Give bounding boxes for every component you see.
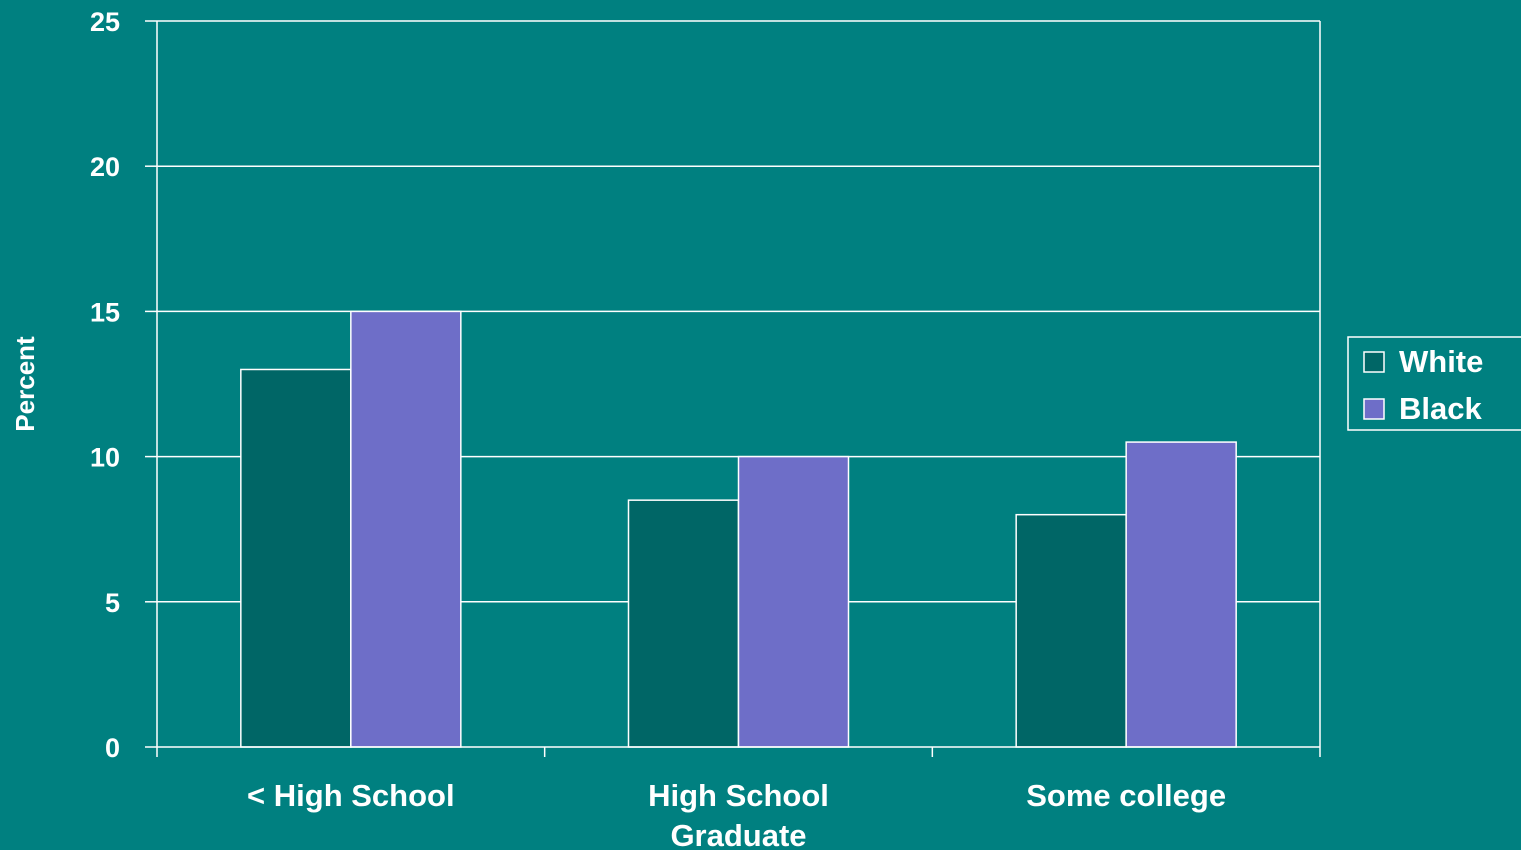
x-tick-label: High School: [648, 778, 829, 813]
bar-black: [737, 455, 850, 748]
legend-label-black: Black: [1399, 391, 1482, 426]
y-axis-label: Percent: [10, 336, 40, 432]
y-tick-label: 15: [90, 297, 120, 327]
bar-black: [350, 310, 462, 748]
legend-box: [1347, 336, 1521, 431]
bar-white: [627, 499, 740, 748]
y-tick-label: 25: [90, 7, 120, 37]
axes: [145, 20, 1321, 757]
bar-white: [240, 368, 352, 748]
y-tick-label: 0: [105, 733, 120, 763]
y-tick-labels: 0 5 10 15 20 25: [90, 7, 120, 763]
legend: White Black: [1347, 336, 1521, 431]
y-tick-label: 20: [90, 152, 120, 182]
x-tick-labels: < High School High School Graduate Some col…: [247, 778, 1226, 850]
bar-black: [1125, 441, 1237, 748]
legend-swatch-black: [1363, 398, 1385, 420]
bar-white: [1015, 513, 1127, 748]
y-tick-label: 10: [90, 443, 120, 473]
x-tick-label: Some college: [1026, 778, 1226, 813]
y-tick-label: 5: [105, 588, 120, 618]
legend-swatch-white: [1363, 351, 1385, 373]
legend-label-white: White: [1399, 344, 1483, 379]
bars: [240, 310, 1237, 748]
x-tick-label: < High School: [247, 778, 455, 813]
x-tick-label: Graduate: [670, 818, 806, 850]
